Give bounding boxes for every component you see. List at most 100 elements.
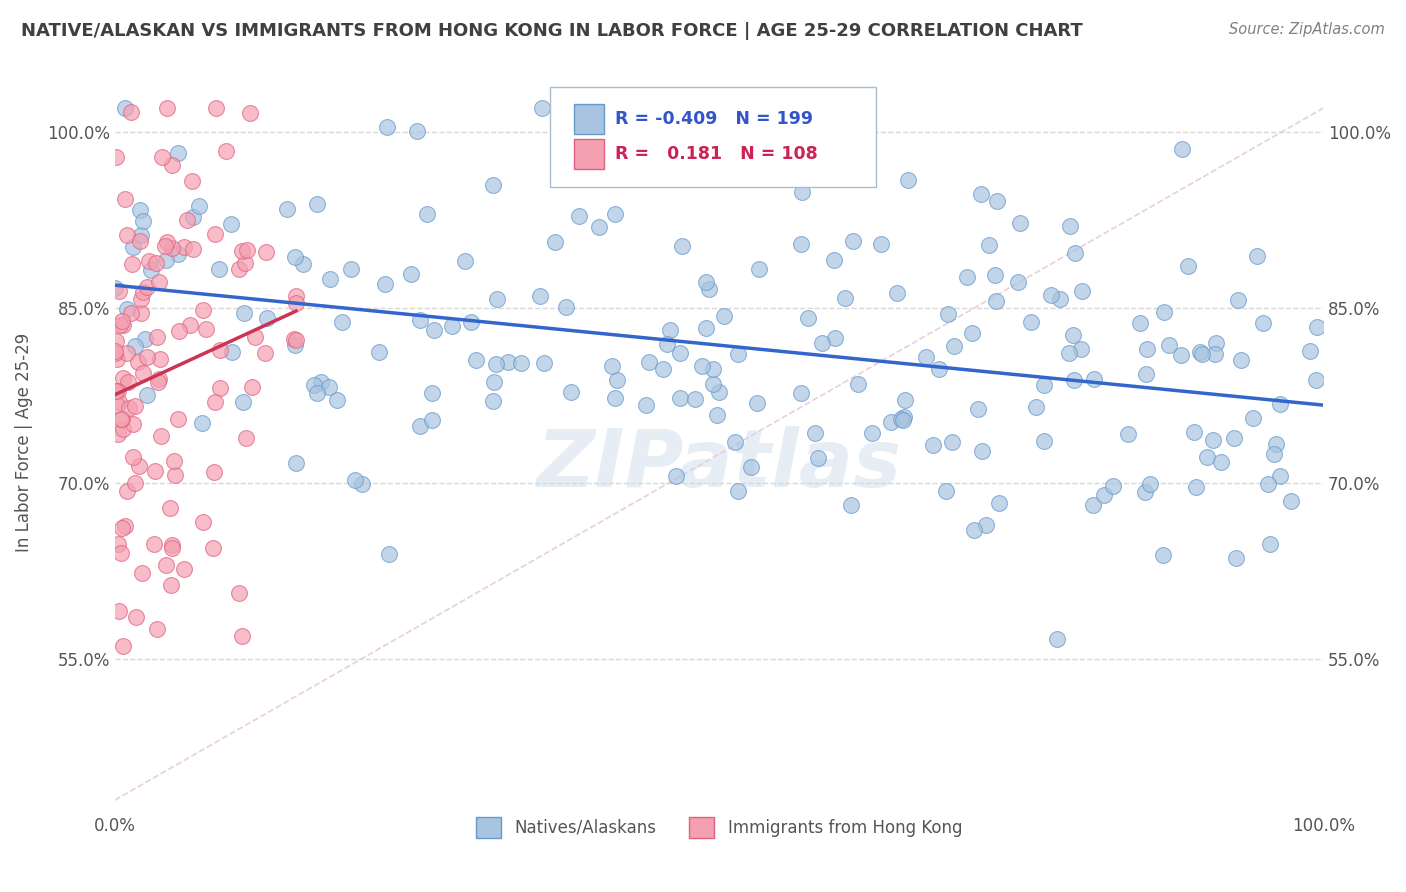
Point [319,272,342,286]
Point [1153,548,1175,562]
Point [139,262,162,277]
Point [105,351,128,366]
Point [1229,353,1251,368]
Point [148,275,170,289]
Point [464,353,486,368]
Point [1008,216,1031,230]
Point [228,586,250,600]
Point [1263,447,1285,461]
Point [655,337,678,351]
Point [915,350,938,364]
Point [928,362,950,376]
Point [167,412,190,426]
Point [1007,275,1029,289]
Point [138,253,160,268]
Point [634,398,657,412]
Point [652,362,675,376]
Point [970,187,993,202]
Point [544,235,567,249]
Point [979,238,1001,252]
Point [256,310,278,325]
Point [482,394,505,409]
Point [108,318,131,332]
Point [283,332,305,346]
Point [104,281,127,295]
Point [233,306,256,320]
Point [890,412,912,426]
Point [986,294,1008,309]
Point [1205,336,1227,351]
Point [1063,372,1085,386]
Point [209,343,232,358]
Point [706,408,728,422]
Point [797,310,820,325]
Point [343,473,366,487]
Point [208,261,231,276]
Point [484,375,506,389]
Point [1118,427,1140,442]
Point [420,385,443,400]
Point [159,501,181,516]
Y-axis label: In Labor Force | Age 25-29: In Labor Force | Age 25-29 [15,333,32,552]
Point [132,213,155,227]
Point [658,323,681,337]
Point [167,146,190,161]
Point [695,320,717,334]
Point [107,284,129,298]
Point [638,354,661,368]
Point [1139,477,1161,491]
Point [129,228,152,243]
Point [789,237,811,252]
Point [243,330,266,344]
Point [1257,476,1279,491]
Point [966,402,988,417]
Point [160,158,183,172]
Point [555,300,578,314]
Point [124,339,146,353]
Point [120,306,142,320]
Point [984,268,1007,282]
Point [547,101,569,115]
Point [194,321,217,335]
Point [891,412,914,426]
Point [1153,305,1175,319]
Point [842,235,865,249]
Point [1223,431,1246,445]
Point [114,519,136,533]
Point [921,438,943,452]
Text: NATIVE/ALASKAN VS IMMIGRANTS FROM HONG KONG IN LABOR FORCE | AGE 25-29 CORRELATI: NATIVE/ALASKAN VS IMMIGRANTS FROM HONG K… [21,22,1083,40]
Point [897,173,920,187]
Point [1265,437,1288,451]
Point [702,362,724,376]
Point [1102,479,1125,493]
Point [160,241,183,255]
Point [105,334,128,348]
Point [697,282,720,296]
Point [117,227,139,242]
Point [121,450,143,464]
Point [1227,293,1250,307]
Point [115,484,138,499]
Point [839,498,862,512]
Point [441,319,464,334]
Point [231,629,253,643]
Point [1305,373,1327,387]
Point [986,194,1008,208]
Point [120,105,142,120]
Point [560,385,582,400]
Point [409,312,432,326]
Point [114,192,136,206]
Point [942,338,965,352]
Point [304,378,326,392]
Point [970,444,993,458]
Point [409,419,432,434]
Point [509,356,531,370]
Point [568,209,591,223]
Point [485,357,508,371]
Point [1070,342,1092,356]
Point [870,236,893,251]
Point [1171,142,1194,156]
Point [605,206,627,220]
Point [136,388,159,402]
Point [669,345,692,359]
